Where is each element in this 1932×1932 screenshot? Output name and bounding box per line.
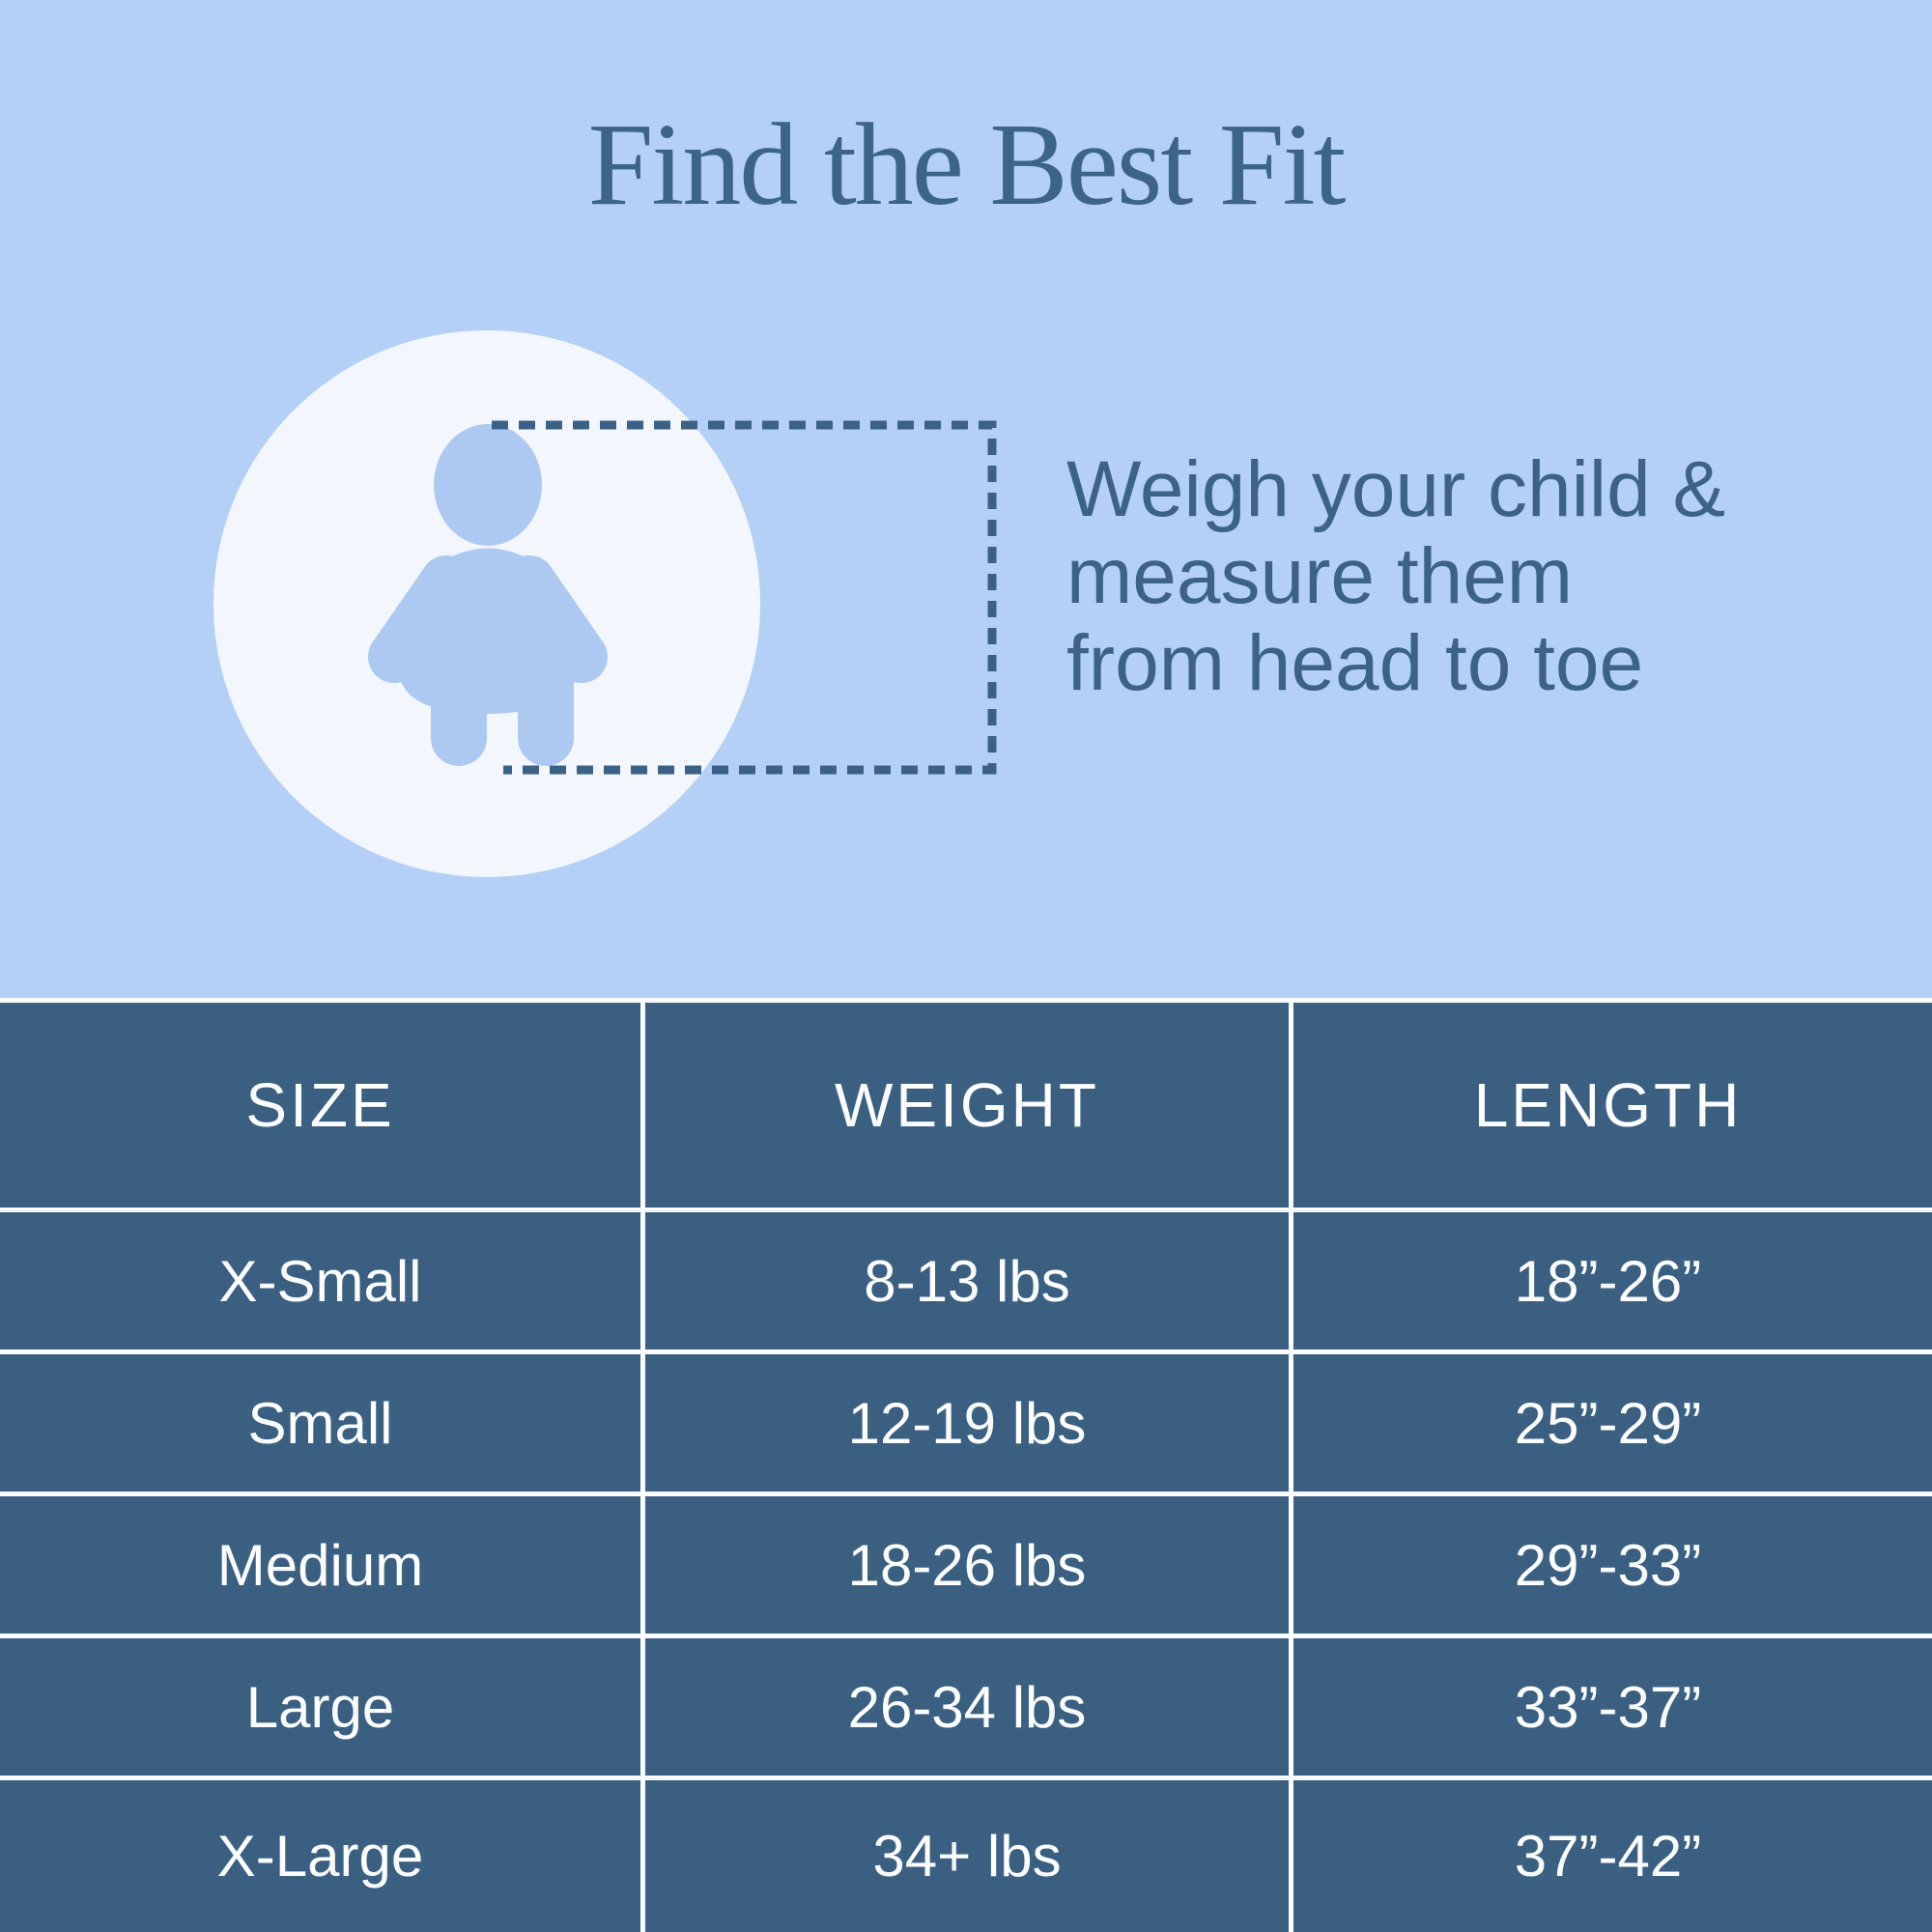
length-cell: 25”-29” bbox=[1289, 1354, 1922, 1492]
length-cell: 18”-26” bbox=[1289, 1212, 1922, 1350]
column-header-weight: WEIGHT bbox=[640, 1003, 1289, 1208]
length-cell: 29”-33” bbox=[1289, 1496, 1922, 1634]
table-row: Large 26-34 lbs 33”-37” bbox=[0, 1634, 1932, 1776]
instruction-line: from head to toe bbox=[1066, 619, 1644, 707]
size-chart-table: SIZE WEIGHT LENGTH X-Small 8-13 lbs 18”-… bbox=[0, 998, 1932, 1932]
page-title: Find the Best Fit bbox=[587, 99, 1347, 230]
weight-cell: 18-26 lbs bbox=[640, 1496, 1289, 1634]
size-cell: Small bbox=[247, 1390, 393, 1456]
baby-silhouette-icon bbox=[368, 424, 608, 766]
instruction-line: Weigh your child & bbox=[1066, 445, 1726, 533]
hero-section: Find the Best Fit Weigh your child & mea… bbox=[213, 99, 1725, 877]
column-header-size: SIZE bbox=[245, 1070, 395, 1140]
size-cell: X-Large bbox=[216, 1824, 424, 1889]
length-cell: 37”-42” bbox=[1289, 1780, 1922, 1932]
measurement-illustration bbox=[213, 330, 997, 877]
weight-cell: 8-13 lbs bbox=[640, 1212, 1289, 1350]
weight-cell: 34+ lbs bbox=[640, 1780, 1289, 1932]
table-row: X-Large 34+ lbs 37”-42” bbox=[0, 1776, 1932, 1932]
table-header-row: SIZE WEIGHT LENGTH bbox=[0, 1003, 1932, 1208]
column-header-length: LENGTH bbox=[1289, 1003, 1922, 1208]
table-row: Small 12-19 lbs 25”-29” bbox=[0, 1350, 1932, 1492]
size-cell: X-Small bbox=[218, 1248, 422, 1314]
instruction-text: Weigh your child & measure them from hea… bbox=[1066, 446, 1725, 707]
instruction-line: measure them bbox=[1066, 532, 1574, 620]
table-row: Medium 18-26 lbs 29”-33” bbox=[0, 1492, 1932, 1634]
length-cell: 33”-37” bbox=[1289, 1638, 1922, 1776]
weight-cell: 26-34 lbs bbox=[640, 1638, 1289, 1776]
size-cell: Large bbox=[245, 1674, 395, 1740]
table-row: X-Small 8-13 lbs 18”-26” bbox=[0, 1208, 1932, 1350]
dashed-measure-box bbox=[492, 420, 997, 775]
size-cell: Medium bbox=[216, 1532, 424, 1598]
weight-cell: 12-19 lbs bbox=[640, 1354, 1289, 1492]
